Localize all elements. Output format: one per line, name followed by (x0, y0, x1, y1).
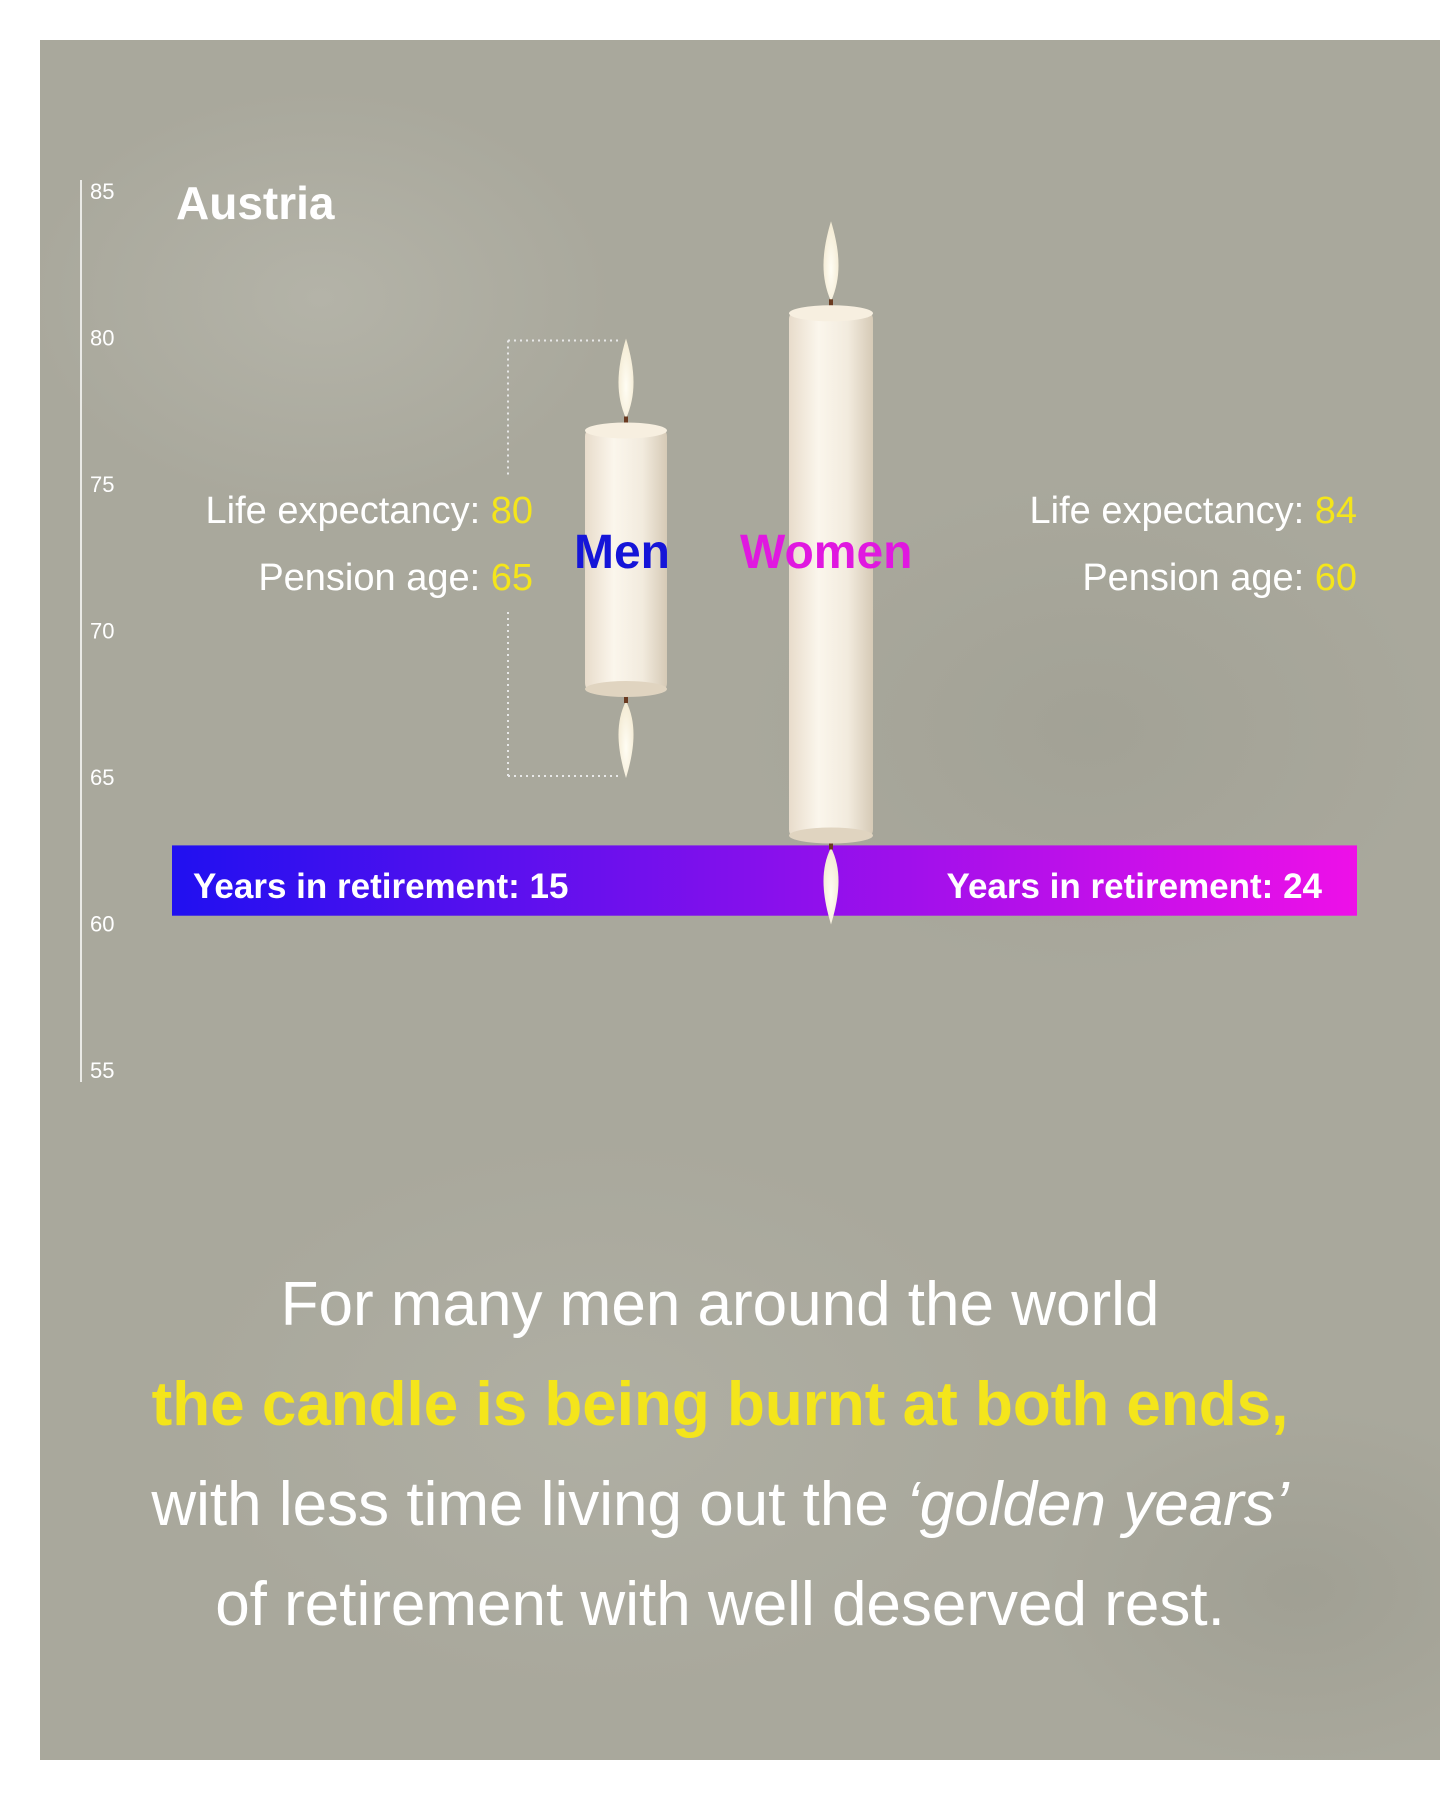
message-line-4: of retirement with well deserved rest. (215, 1570, 1225, 1639)
candle-chart: 85 80 75 70 65 60 55 (80, 179, 1357, 1083)
men-pension-age-value: 65 (490, 557, 533, 599)
y-tick-label: 60 (90, 912, 114, 937)
y-tick-label: 85 (90, 179, 114, 204)
message-line-2-highlight: the candle is being burnt at both ends, (151, 1370, 1289, 1439)
y-tick-label: 80 (90, 326, 114, 351)
women-life-expectancy: Life expectancy: 84 (1030, 490, 1357, 533)
retirement-bar (172, 845, 1357, 916)
women-life-expectancy-label: Life expectancy: (1029, 490, 1305, 532)
men-series-label: Men (574, 526, 670, 579)
message-golden-years: ‘golden years’ (906, 1470, 1289, 1539)
y-tick-label: 70 (90, 619, 114, 644)
men-life-expectancy: Life expectancy: 80 (206, 490, 533, 533)
women-pension-age: Pension age: 60 (1082, 557, 1357, 600)
bottom-flame (618, 701, 634, 778)
chart-title: Austria (176, 177, 335, 229)
bottom-flame (823, 847, 839, 925)
y-tick-label: 75 (90, 472, 114, 497)
candle-top-rim (585, 422, 667, 439)
men-pension-age-label: Pension age: (258, 557, 481, 599)
candle-bottom-rim (585, 681, 667, 697)
women-years-in-retirement: Years in retirement: 24 (946, 867, 1322, 906)
men-life-expectancy-value: 80 (490, 490, 533, 532)
top-flame (618, 338, 634, 419)
candle-women (789, 221, 873, 925)
y-tick-label: 55 (90, 1058, 114, 1083)
men-years-in-retirement: Years in retirement: 15 (193, 867, 569, 906)
message-line-3-text: with less time living out the (151, 1470, 907, 1539)
summary-message: For many men around the world the candle… (40, 1255, 1400, 1655)
candle-body (789, 309, 873, 840)
women-pension-age-label: Pension age: (1082, 557, 1305, 599)
women-series-label: Women (740, 526, 913, 579)
candle-men (585, 338, 667, 778)
women-life-expectancy-value: 84 (1314, 490, 1357, 532)
men-pension-age: Pension age: 65 (258, 557, 533, 600)
top-flame (823, 221, 839, 302)
women-pension-age-value: 60 (1314, 557, 1357, 599)
candle-bottom-rim (789, 827, 873, 844)
men-life-expectancy-label: Life expectancy: (205, 490, 481, 532)
message-line-3: with less time living out the ‘golden ye… (40, 1455, 1400, 1555)
y-tick-label: 65 (90, 765, 114, 790)
candle-body (585, 426, 667, 693)
message-line-1: For many men around the world (280, 1270, 1160, 1339)
candle-top-rim (789, 305, 873, 322)
